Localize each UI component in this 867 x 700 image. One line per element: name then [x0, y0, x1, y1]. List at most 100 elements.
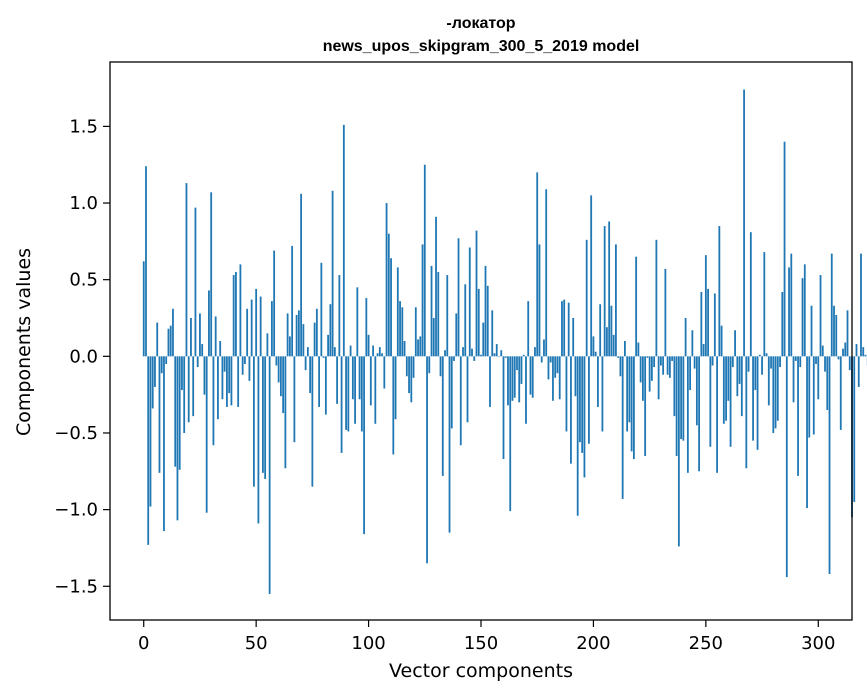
bar-component-302	[822, 346, 824, 357]
bar-component-231	[662, 356, 664, 374]
bar-component-191	[572, 318, 574, 356]
bar-component-313	[847, 310, 849, 356]
bar-component-255	[716, 356, 718, 473]
bar-component-281	[775, 356, 777, 428]
bar-component-47	[249, 356, 251, 381]
bar-component-180	[548, 356, 550, 379]
x-axis-label: Vector components	[389, 660, 573, 682]
bar-component-153	[487, 286, 489, 357]
bar-component-296	[808, 356, 810, 437]
bar-component-163	[509, 356, 511, 511]
bar-component-261	[730, 356, 732, 446]
bar-component-266	[741, 356, 743, 416]
bar-component-102	[372, 346, 374, 357]
bar-component-287	[788, 267, 790, 356]
bar-component-158	[498, 356, 500, 357]
bar-component-244	[691, 330, 693, 356]
bar-component-118	[408, 356, 410, 393]
x-tick-label: 300	[801, 633, 835, 654]
bar-component-193	[577, 356, 579, 515]
bar-component-206	[606, 327, 608, 356]
bar-component-62	[282, 356, 284, 413]
bar-component-303	[824, 356, 826, 371]
bar-component-198	[588, 356, 590, 443]
bar-component-27	[204, 356, 206, 394]
bar-component-93	[352, 356, 354, 399]
bar-component-310	[840, 356, 842, 430]
bar-component-245	[694, 356, 696, 368]
bar-component-219	[635, 257, 637, 357]
bar-component-3	[150, 356, 152, 506]
bar-component-276	[763, 252, 765, 356]
bar-component-157	[496, 344, 498, 356]
x-tick-label: 250	[689, 633, 723, 654]
bar-component-294	[804, 264, 806, 356]
bar-component-18	[183, 356, 185, 433]
bar-component-284	[781, 292, 783, 356]
bar-component-2	[147, 356, 149, 545]
bar-component-69	[298, 310, 300, 356]
bar-component-105	[379, 347, 381, 356]
bar-component-140	[458, 238, 460, 356]
bar-component-286	[786, 356, 788, 577]
x-tick-label: 0	[138, 633, 149, 654]
bar-component-43	[240, 264, 242, 356]
bar-component-309	[838, 356, 840, 359]
bar-component-154	[489, 356, 491, 407]
bar-component-41	[235, 272, 237, 356]
bar-component-203	[599, 304, 601, 356]
bar-component-175	[536, 172, 538, 356]
bar-component-90	[345, 356, 347, 430]
bar-component-273	[757, 356, 759, 450]
bar-component-169	[523, 355, 525, 357]
bar-component-0	[143, 261, 145, 356]
bar-component-258	[723, 356, 725, 423]
bar-component-307	[833, 306, 835, 357]
bar-component-96	[359, 356, 361, 399]
bar-component-217	[631, 356, 633, 451]
bar-component-144	[467, 356, 469, 422]
bar-component-91	[347, 356, 349, 431]
bar-component-308	[835, 315, 837, 356]
bar-component-85	[334, 347, 336, 356]
bar-component-28	[206, 356, 208, 512]
bar-component-109	[388, 234, 390, 357]
bar-component-317	[856, 344, 858, 356]
bar-component-100	[368, 335, 370, 356]
bar-component-194	[579, 356, 581, 442]
bar-component-208	[611, 306, 613, 357]
bar-component-254	[714, 293, 716, 356]
bar-component-285	[784, 142, 786, 357]
bar-component-251	[707, 289, 709, 356]
bar-component-201	[595, 352, 597, 357]
bar-component-92	[350, 346, 352, 357]
bar-component-174	[534, 347, 536, 356]
bar-component-290	[795, 356, 797, 361]
bar-component-199	[590, 195, 592, 356]
y-tick-label: 1.0	[69, 193, 98, 214]
bar-component-295	[806, 356, 808, 508]
bar-component-200	[593, 336, 595, 356]
bar-component-292	[799, 356, 801, 367]
bar-component-101	[370, 356, 372, 405]
bar-component-278	[768, 356, 770, 405]
bar-component-137	[451, 356, 453, 428]
bar-component-156	[494, 353, 496, 356]
bar-component-320	[862, 347, 864, 356]
bar-component-57	[271, 301, 273, 356]
y-tick-label: 1.5	[69, 116, 98, 137]
bar-component-97	[361, 356, 363, 431]
bar-component-297	[811, 306, 813, 357]
bar-component-151	[482, 323, 484, 357]
bar-component-300	[817, 356, 819, 399]
bar-component-166	[516, 356, 518, 370]
bar-component-184	[557, 356, 559, 373]
bar-component-139	[455, 313, 457, 356]
bar-component-293	[802, 278, 804, 356]
bar-component-171	[527, 301, 529, 356]
bar-component-88	[341, 356, 343, 453]
bar-component-114	[399, 301, 401, 356]
bar-component-56	[269, 356, 271, 594]
bar-component-215	[626, 356, 628, 431]
bar-component-178	[543, 339, 545, 356]
